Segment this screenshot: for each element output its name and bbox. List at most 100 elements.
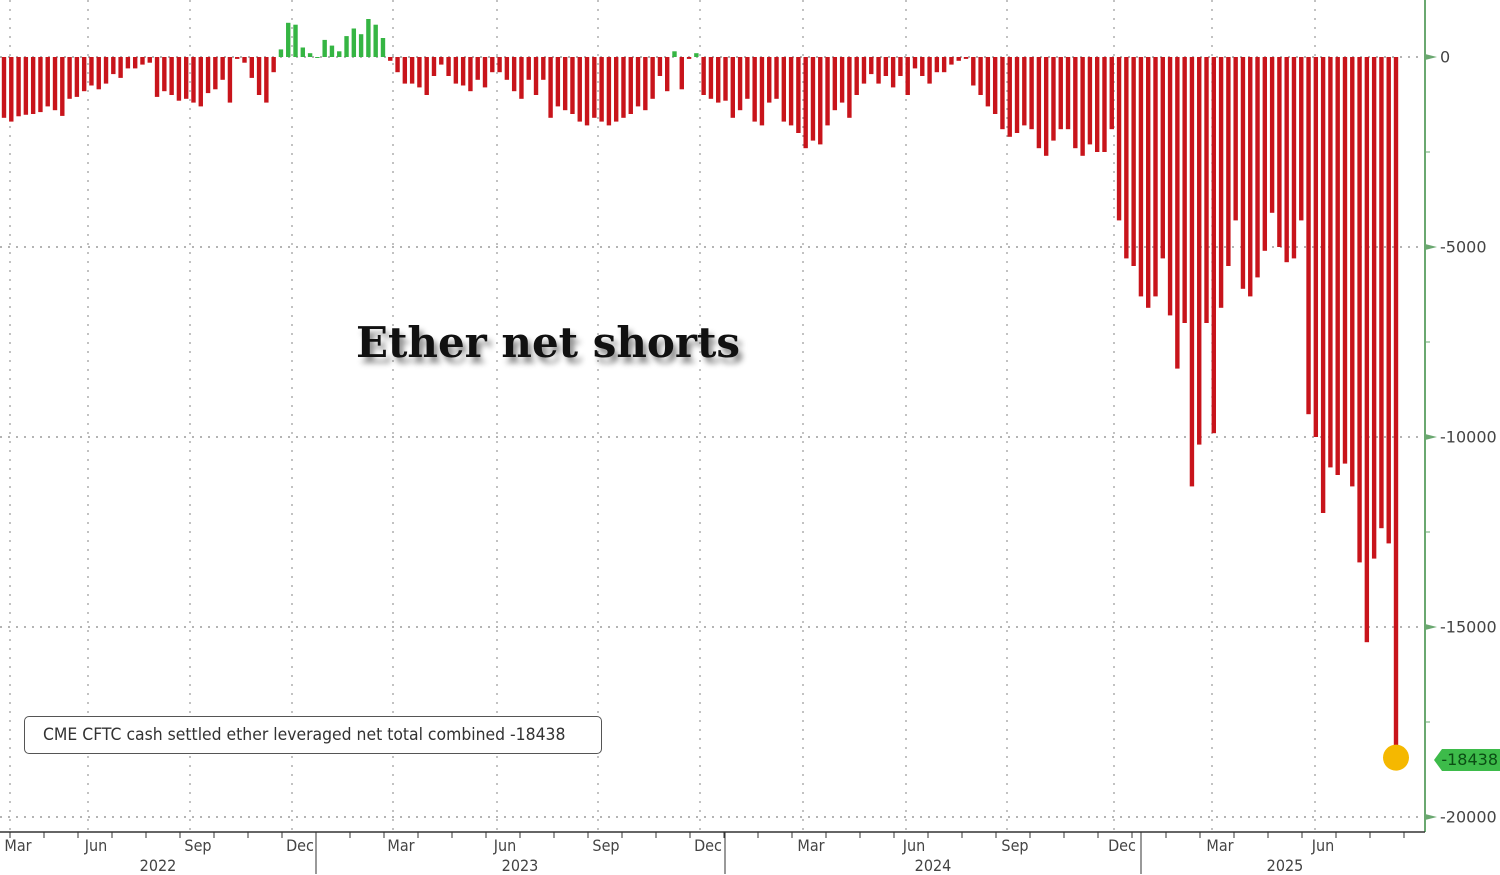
bar bbox=[847, 57, 852, 118]
bar bbox=[716, 57, 721, 103]
bar bbox=[1313, 57, 1319, 437]
bar bbox=[876, 57, 881, 84]
bar bbox=[555, 57, 561, 107]
x-tick-label: Sep bbox=[1001, 836, 1029, 855]
bar bbox=[869, 57, 874, 75]
bar bbox=[169, 57, 174, 95]
bar bbox=[125, 57, 131, 69]
bar bbox=[147, 57, 152, 63]
bar bbox=[1160, 57, 1165, 259]
bar bbox=[1197, 57, 1202, 445]
x-tick-label: Jun bbox=[493, 836, 517, 855]
bar bbox=[439, 57, 444, 65]
bar bbox=[1218, 57, 1224, 308]
bar bbox=[1109, 57, 1114, 130]
bar bbox=[191, 57, 196, 103]
bar bbox=[839, 57, 845, 103]
bar bbox=[548, 57, 553, 118]
bar bbox=[490, 57, 495, 73]
bar bbox=[635, 57, 641, 107]
bar bbox=[985, 57, 991, 107]
bar bbox=[249, 57, 254, 78]
bar bbox=[832, 57, 838, 111]
bar bbox=[1277, 57, 1282, 247]
bar-series bbox=[1, 19, 1399, 758]
bar bbox=[767, 57, 772, 103]
bar bbox=[337, 51, 342, 57]
bar bbox=[890, 57, 896, 88]
bar bbox=[1335, 57, 1340, 475]
bar bbox=[52, 57, 58, 111]
bar bbox=[927, 57, 932, 84]
x-tick-label: Dec bbox=[1108, 836, 1136, 855]
bar bbox=[992, 57, 998, 114]
bar bbox=[1255, 57, 1260, 278]
bar bbox=[708, 57, 714, 99]
bar bbox=[213, 57, 218, 90]
x-tick-label: Mar bbox=[797, 836, 825, 855]
bar bbox=[796, 57, 801, 133]
bar bbox=[482, 57, 488, 88]
bar bbox=[541, 57, 546, 80]
x-year-label: 2024 bbox=[914, 856, 952, 875]
bar bbox=[402, 57, 408, 84]
bar bbox=[1379, 57, 1384, 529]
bar bbox=[1036, 57, 1042, 149]
bar bbox=[424, 57, 429, 95]
bar bbox=[1269, 57, 1275, 213]
x-year-label: 2022 bbox=[139, 856, 177, 875]
bar bbox=[1138, 57, 1144, 297]
bar bbox=[818, 57, 823, 145]
bar bbox=[140, 57, 145, 65]
bar bbox=[1262, 57, 1268, 251]
bar bbox=[854, 57, 859, 95]
bar bbox=[665, 57, 670, 92]
x-tick-label: Dec bbox=[694, 836, 722, 855]
bar bbox=[329, 45, 335, 57]
bar bbox=[949, 57, 954, 65]
bar bbox=[592, 57, 597, 118]
bar bbox=[307, 53, 313, 57]
bar bbox=[132, 57, 138, 69]
bar bbox=[468, 57, 473, 92]
bar bbox=[1204, 57, 1209, 323]
bar bbox=[1233, 57, 1238, 221]
bar bbox=[453, 57, 459, 84]
bar bbox=[344, 36, 349, 57]
bar bbox=[745, 57, 750, 99]
bar bbox=[1051, 57, 1056, 141]
bar bbox=[278, 49, 284, 57]
bar bbox=[380, 38, 386, 57]
bar bbox=[74, 57, 80, 97]
bar bbox=[271, 57, 276, 73]
bar bbox=[1350, 57, 1355, 487]
bar bbox=[686, 57, 692, 59]
bar bbox=[694, 53, 699, 57]
bar bbox=[388, 57, 393, 61]
last-value-marker bbox=[1383, 744, 1409, 771]
bar bbox=[1291, 57, 1297, 259]
bar bbox=[774, 57, 779, 99]
bar bbox=[781, 57, 787, 122]
bar bbox=[1131, 57, 1136, 266]
bar bbox=[1371, 57, 1377, 559]
bar bbox=[1342, 57, 1348, 464]
bar bbox=[905, 57, 910, 95]
bar bbox=[1094, 57, 1100, 152]
bar bbox=[1065, 57, 1071, 130]
bar bbox=[613, 57, 619, 122]
bar bbox=[60, 57, 65, 116]
bar bbox=[679, 57, 684, 90]
bar bbox=[978, 57, 983, 95]
axes bbox=[0, 0, 1437, 874]
legend-label: CME CFTC cash settled ether leveraged ne… bbox=[43, 725, 566, 745]
bar bbox=[300, 47, 306, 57]
bar bbox=[1284, 57, 1289, 263]
bar bbox=[1320, 57, 1326, 513]
bar bbox=[81, 57, 87, 92]
bar bbox=[672, 51, 677, 57]
bar bbox=[810, 57, 816, 141]
bar bbox=[358, 34, 364, 57]
bar bbox=[1240, 57, 1246, 289]
bar bbox=[1299, 57, 1304, 221]
